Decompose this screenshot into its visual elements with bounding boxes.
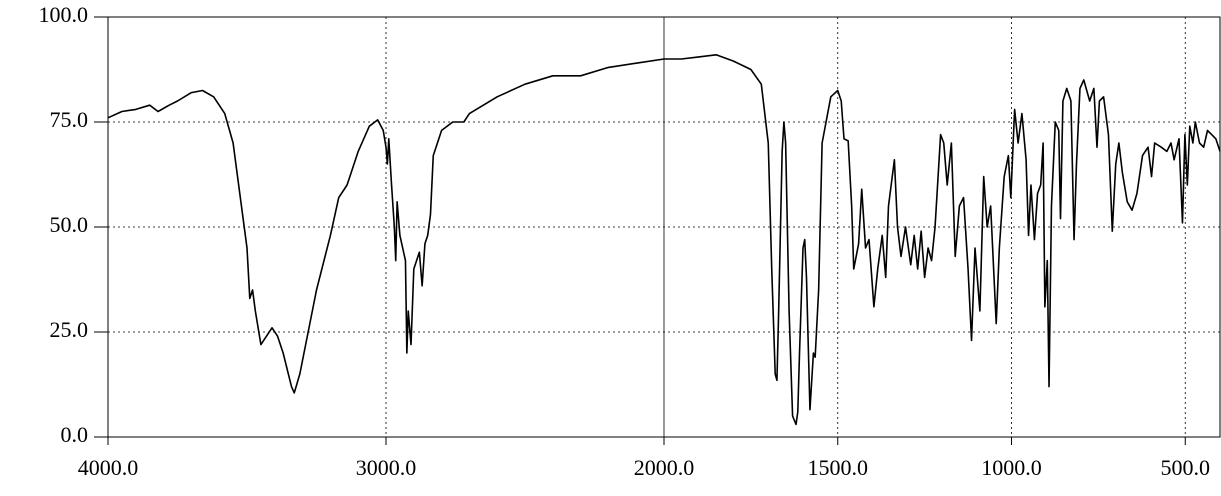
x-tick-label: 2000.0 bbox=[634, 455, 695, 480]
y-tick-label: 50.0 bbox=[50, 212, 89, 237]
x-tick-label: 500.0 bbox=[1161, 455, 1211, 480]
y-tick-label: 25.0 bbox=[50, 317, 89, 342]
spectrum-line bbox=[107, 54, 1221, 426]
x-tick-label: 1000.0 bbox=[981, 455, 1042, 480]
y-tick-label: 75.0 bbox=[50, 107, 89, 132]
y-tick-label: 100.0 bbox=[39, 2, 89, 27]
y-tick-label: 0.0 bbox=[61, 422, 89, 447]
x-tick-label: 4000.0 bbox=[78, 455, 139, 480]
plot-frame bbox=[107, 16, 1221, 438]
x-tick-label: 3000.0 bbox=[356, 455, 417, 480]
x-tick-label: 1500.0 bbox=[808, 455, 869, 480]
